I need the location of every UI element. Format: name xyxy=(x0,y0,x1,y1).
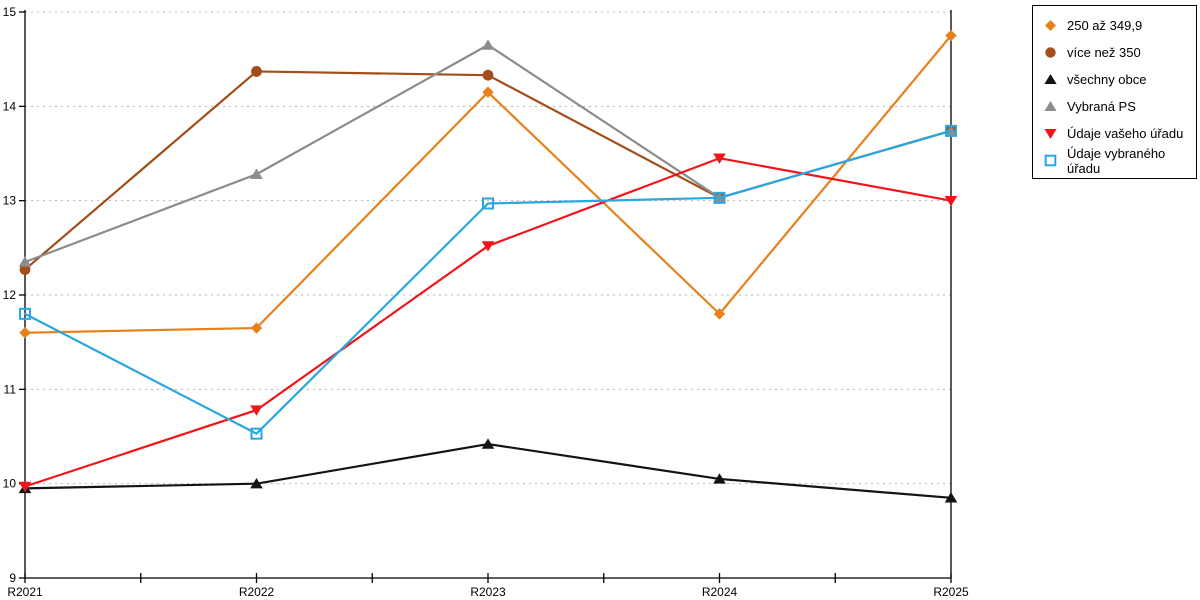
marker-circle xyxy=(482,69,494,81)
series-line xyxy=(23,157,953,488)
marker-diamond xyxy=(19,327,31,339)
marker-square-open xyxy=(713,191,726,204)
marker-triangle-up xyxy=(1044,101,1057,111)
marker-triangle-up xyxy=(481,438,495,449)
legend-triangle-up-icon xyxy=(1044,101,1057,111)
y-tick-label: 15 xyxy=(3,5,17,19)
marker-square-open xyxy=(250,427,263,440)
marker-triangle-down xyxy=(250,405,263,416)
legend-item: více než 350 xyxy=(1043,39,1192,66)
marker-triangle-up xyxy=(944,492,958,503)
legend: 250 až 349,9 více než 350 všechny obce Vybr… xyxy=(1032,5,1197,179)
x-tick-label: R2023 xyxy=(470,585,506,599)
marker-triangle-down xyxy=(944,195,958,207)
marker-triangle-up xyxy=(18,256,32,267)
legend-item-label: Vybraná PS xyxy=(1067,99,1136,114)
legend-circle-icon xyxy=(1045,47,1056,58)
x-tick-label: R2022 xyxy=(239,585,275,599)
y-tick-label: 10 xyxy=(3,477,17,491)
y-tick-label: 13 xyxy=(3,194,17,208)
legend-item: 250 až 349,9 xyxy=(1043,12,1192,39)
y-tick-label: 12 xyxy=(3,288,17,302)
marker-triangle-down xyxy=(1044,129,1057,139)
marker-triangle-up xyxy=(250,168,263,179)
legend-diamond-icon xyxy=(1045,20,1056,31)
marker-triangle-down xyxy=(481,241,495,252)
marker-diamond xyxy=(945,29,957,42)
legend-item: Údaje vašeho úřadu xyxy=(1043,120,1192,147)
marker-triangle-up xyxy=(1044,74,1057,84)
series-line xyxy=(23,442,953,499)
y-tick-label: 14 xyxy=(3,99,17,113)
marker-diamond xyxy=(250,322,263,334)
legend-item-label: 250 až 349,9 xyxy=(1067,18,1143,33)
legend-item: všechny obce xyxy=(1043,66,1192,93)
legend-item: Vybraná PS xyxy=(1043,93,1192,120)
legend-triangle-down-icon xyxy=(1044,129,1057,139)
marker-triangle-up xyxy=(250,477,263,489)
marker-diamond xyxy=(482,86,494,98)
marker-square-open xyxy=(19,307,31,320)
marker-triangle-down xyxy=(713,153,726,164)
x-tick-label: R2024 xyxy=(702,585,738,599)
legend-square-open-icon xyxy=(1044,154,1057,167)
marker-circle xyxy=(19,264,31,275)
marker-circle xyxy=(1045,47,1056,58)
marker-square-open xyxy=(1044,154,1057,167)
legend-item-label: Údaje vašeho úřadu xyxy=(1067,126,1184,141)
marker-triangle-down xyxy=(18,481,32,493)
marker-square-open xyxy=(945,124,957,137)
marker-triangle-up xyxy=(481,39,495,50)
marker-diamond xyxy=(713,308,726,320)
x-tick-label: R2021 xyxy=(7,585,43,599)
legend-item-label: Údaje vybraného úřadu xyxy=(1067,145,1166,176)
legend-item-label: více než 350 xyxy=(1067,45,1141,60)
marker-diamond xyxy=(1045,20,1056,31)
series-line xyxy=(23,129,953,435)
legend-item-label: všechny obce xyxy=(1067,72,1147,87)
marker-triangle-up xyxy=(713,473,726,484)
x-tick-label: R2025 xyxy=(933,585,969,599)
y-tick-label: 11 xyxy=(4,382,17,396)
marker-square-open xyxy=(482,197,494,210)
legend-triangle-up-icon xyxy=(1044,74,1057,84)
marker-circle xyxy=(251,66,262,77)
y-tick-label: 9 xyxy=(9,571,16,585)
legend-item: Údaje vybraného úřadu xyxy=(1043,145,1192,176)
